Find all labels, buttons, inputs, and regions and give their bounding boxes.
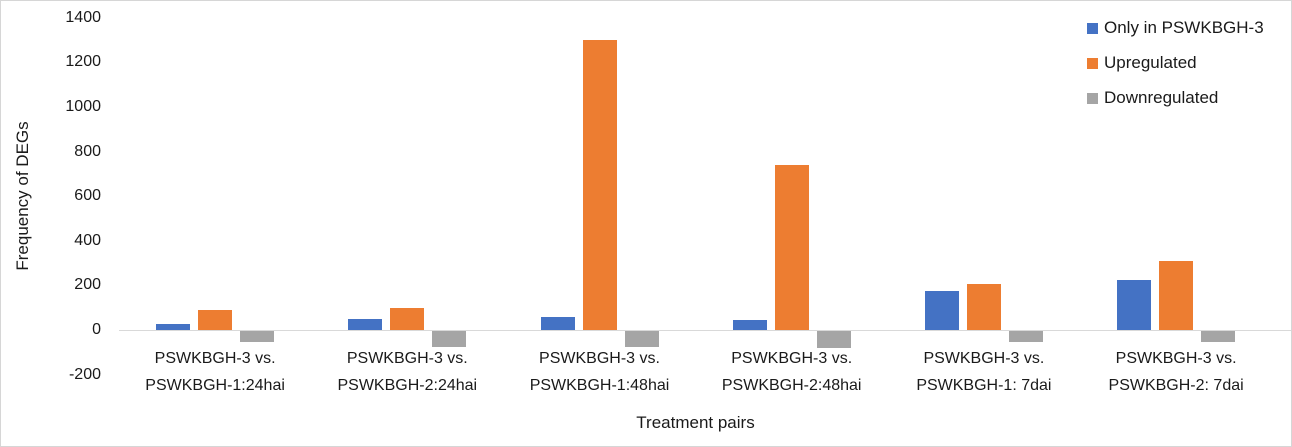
y-tick-label: 200 (74, 276, 101, 294)
legend-swatch-icon (1087, 92, 1098, 104)
x-category-label-line: PSWKBGH-1: 7dai (916, 377, 1052, 394)
x-category-label-line: PSWKBGH-3 vs. (731, 350, 853, 367)
x-category-label-line: PSWKBGH-1:24hai (145, 377, 285, 394)
x-category-label: PSWKBGH-3 vs. PSWKBGH-1:24hai (115, 345, 315, 399)
x-category-label-line: PSWKBGH-2: 7dai (1108, 377, 1244, 394)
bar-upregulated (198, 309, 233, 330)
x-category-label: PSWKBGH-3 vs. PSWKBGH-2:48hai (692, 345, 892, 399)
bar-only-in-pswkbgh-3 (924, 290, 959, 330)
bar-downregulated (240, 331, 275, 343)
bar-only-in-pswkbgh-3 (732, 319, 767, 330)
legend-item: Upregulated (1087, 52, 1264, 74)
legend-item: Downregulated (1087, 87, 1264, 109)
x-category-label: PSWKBGH-3 vs. PSWKBGH-2: 7dai (1076, 345, 1276, 399)
bar-only-in-pswkbgh-3 (1117, 279, 1152, 330)
bar-downregulated (432, 331, 467, 347)
x-category-label: PSWKBGH-3 vs. PSWKBGH-2:24hai (307, 345, 507, 399)
legend-swatch-icon (1087, 57, 1098, 69)
x-category-label-line: PSWKBGH-3 vs. (1115, 350, 1237, 367)
x-axis-line (119, 330, 1291, 331)
x-category-label: PSWKBGH-3 vs. PSWKBGH-1: 7dai (884, 345, 1084, 399)
bar-upregulated (582, 40, 617, 330)
bar-upregulated (390, 307, 425, 330)
bar-only-in-pswkbgh-3 (540, 316, 575, 330)
bar-downregulated (816, 331, 851, 348)
y-tick-label: 1000 (65, 98, 101, 115)
bar-downregulated (624, 331, 659, 347)
y-tick-label: -200 (68, 365, 101, 383)
bar-downregulated (1008, 331, 1043, 343)
x-axis-title: Treatment pairs (636, 413, 755, 432)
legend-item: Only in PSWKBGH-3 (1087, 17, 1264, 39)
bar-upregulated (966, 284, 1001, 330)
x-category-label-line: PSWKBGH-3 vs. (923, 350, 1045, 367)
x-category-label-line: PSWKBGH-3 vs. (346, 350, 468, 367)
legend-label: Upregulated (1104, 53, 1197, 72)
y-tick-label: 1200 (65, 53, 101, 71)
y-tick-label: 800 (74, 142, 101, 160)
legend: Only in PSWKBGH-3 Upregulated Downregulate… (1087, 17, 1264, 122)
bar-upregulated (1159, 260, 1194, 330)
y-tick-label: 600 (74, 187, 101, 205)
x-category-label-line: PSWKBGH-3 vs. (154, 350, 276, 367)
legend-label: Downregulated (1104, 88, 1219, 107)
x-category-label-line: PSWKBGH-2:48hai (721, 377, 862, 394)
legend-swatch-icon (1087, 22, 1098, 34)
x-category-label: PSWKBGH-3 vs. PSWKBGH-1:48hai (500, 345, 700, 399)
x-category-label-line: PSWKBGH-3 vs. (539, 350, 660, 367)
x-category-label-line: PSWKBGH-1:48hai (529, 377, 670, 394)
y-tick-label: 0 (92, 321, 101, 338)
y-tick-label: 400 (74, 231, 101, 249)
bar-only-in-pswkbgh-3 (156, 324, 191, 330)
bar-downregulated (1201, 331, 1236, 343)
legend-label: Only in PSWKBGH-3 (1104, 18, 1264, 37)
x-category-label-line: PSWKBGH-2:24hai (337, 377, 478, 394)
y-tick-label: 1400 (65, 8, 101, 26)
bar-only-in-pswkbgh-3 (348, 318, 383, 330)
bar-upregulated (774, 164, 809, 330)
